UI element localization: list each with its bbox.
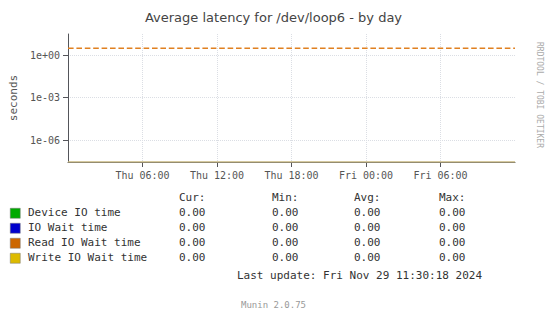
svg-text:0.00: 0.00: [354, 221, 381, 234]
svg-text:Average latency for /dev/loop6: Average latency for /dev/loop6 - by day: [145, 10, 402, 25]
svg-text:Last update: Fri Nov 29 11:30:: Last update: Fri Nov 29 11:30:18 2024: [237, 269, 482, 282]
svg-text:0.00: 0.00: [439, 251, 466, 264]
svg-text:Device IO time: Device IO time: [28, 206, 121, 219]
svg-text:0.00: 0.00: [272, 206, 299, 219]
svg-text:Thu 06:00: Thu 06:00: [115, 170, 169, 181]
svg-text:0.00: 0.00: [354, 236, 381, 249]
svg-text:Avg:: Avg:: [354, 191, 381, 204]
svg-text:seconds: seconds: [7, 75, 20, 121]
svg-text:1e+00: 1e+00: [30, 50, 60, 61]
svg-text:0.00: 0.00: [272, 236, 299, 249]
svg-text:0.00: 0.00: [272, 221, 299, 234]
svg-text:0.00: 0.00: [179, 221, 206, 234]
svg-text:RRDTOOL / TOBI OETIKER: RRDTOOL / TOBI OETIKER: [535, 42, 544, 148]
svg-text:IO Wait time: IO Wait time: [28, 221, 107, 234]
svg-text:Min:: Min:: [272, 191, 299, 204]
svg-text:Fri 06:00: Fri 06:00: [413, 170, 467, 181]
svg-text:Max:: Max:: [439, 191, 466, 204]
svg-text:0.00: 0.00: [439, 206, 466, 219]
svg-text:0.00: 0.00: [439, 236, 466, 249]
svg-text:1e-03: 1e-03: [30, 92, 60, 103]
svg-text:Read IO Wait time: Read IO Wait time: [28, 236, 141, 249]
svg-text:0.00: 0.00: [439, 221, 466, 234]
svg-text:0.00: 0.00: [179, 236, 206, 249]
svg-text:0.00: 0.00: [179, 206, 206, 219]
svg-text:0.00: 0.00: [354, 206, 381, 219]
svg-text:Write IO Wait time: Write IO Wait time: [28, 251, 147, 264]
svg-text:Thu 12:00: Thu 12:00: [190, 170, 244, 181]
svg-text:Munin 2.0.75: Munin 2.0.75: [241, 300, 306, 310]
svg-text:0.00: 0.00: [272, 251, 299, 264]
svg-text:1e-06: 1e-06: [30, 135, 60, 146]
svg-text:Fri 00:00: Fri 00:00: [339, 170, 393, 181]
svg-text:0.00: 0.00: [354, 251, 381, 264]
svg-text:Thu 18:00: Thu 18:00: [264, 170, 318, 181]
svg-text:Cur:: Cur:: [179, 191, 206, 204]
svg-text:0.00: 0.00: [179, 251, 206, 264]
